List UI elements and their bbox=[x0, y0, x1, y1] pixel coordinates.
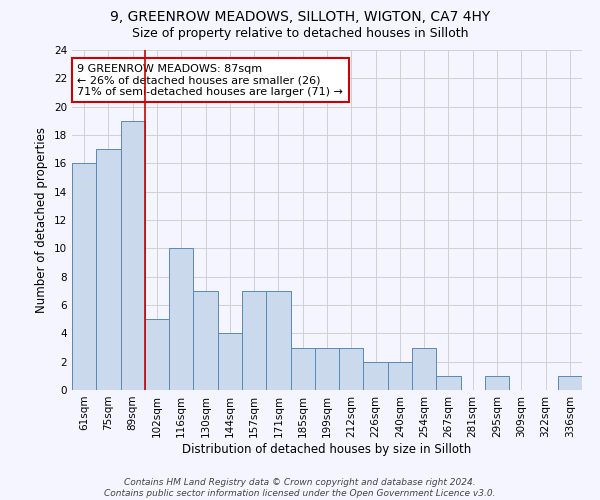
Bar bbox=[339, 348, 364, 390]
Bar bbox=[412, 348, 436, 390]
Bar bbox=[72, 164, 96, 390]
Text: Size of property relative to detached houses in Silloth: Size of property relative to detached ho… bbox=[132, 28, 468, 40]
Bar bbox=[388, 362, 412, 390]
Bar bbox=[96, 149, 121, 390]
Bar bbox=[218, 334, 242, 390]
Bar bbox=[169, 248, 193, 390]
Bar bbox=[266, 291, 290, 390]
Bar bbox=[193, 291, 218, 390]
Bar bbox=[364, 362, 388, 390]
Bar bbox=[242, 291, 266, 390]
Bar bbox=[145, 319, 169, 390]
Bar bbox=[315, 348, 339, 390]
X-axis label: Distribution of detached houses by size in Silloth: Distribution of detached houses by size … bbox=[182, 442, 472, 456]
Y-axis label: Number of detached properties: Number of detached properties bbox=[35, 127, 49, 313]
Bar bbox=[436, 376, 461, 390]
Text: Contains HM Land Registry data © Crown copyright and database right 2024.
Contai: Contains HM Land Registry data © Crown c… bbox=[104, 478, 496, 498]
Text: 9 GREENROW MEADOWS: 87sqm
← 26% of detached houses are smaller (26)
71% of semi-: 9 GREENROW MEADOWS: 87sqm ← 26% of detac… bbox=[77, 64, 343, 97]
Bar bbox=[485, 376, 509, 390]
Bar bbox=[290, 348, 315, 390]
Bar bbox=[558, 376, 582, 390]
Bar bbox=[121, 121, 145, 390]
Text: 9, GREENROW MEADOWS, SILLOTH, WIGTON, CA7 4HY: 9, GREENROW MEADOWS, SILLOTH, WIGTON, CA… bbox=[110, 10, 490, 24]
